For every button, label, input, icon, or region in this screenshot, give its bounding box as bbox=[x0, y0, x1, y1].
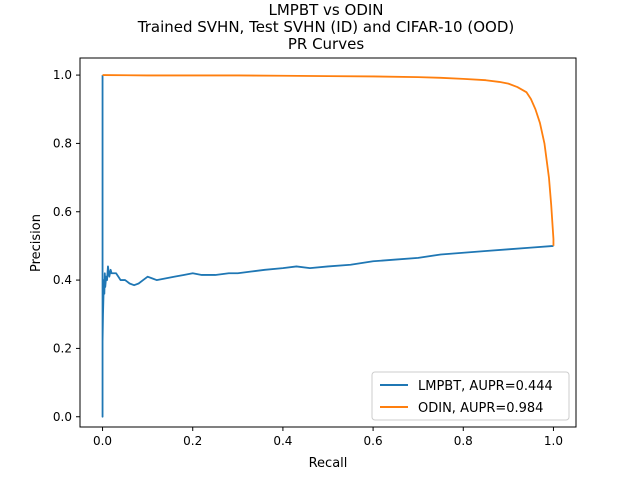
x-tick-label: 0.0 bbox=[93, 434, 112, 448]
chart-title-line-1: LMPBT vs ODIN bbox=[268, 1, 383, 19]
x-tick-label: 0.6 bbox=[364, 434, 383, 448]
series-layer bbox=[101, 74, 555, 418]
x-tick-label: 0.2 bbox=[183, 434, 202, 448]
legend-box bbox=[371, 371, 570, 421]
plot-area-frame bbox=[79, 57, 577, 428]
y-tick-label: 0.4 bbox=[53, 273, 72, 287]
chart-title-line-2: Trained SVHN, Test SVHN (ID) and CIFAR-1… bbox=[137, 18, 514, 36]
legend-label-lmpbt: LMPBT, AUPR=0.444 bbox=[418, 379, 553, 394]
y-tick-label: 0.0 bbox=[53, 410, 72, 424]
x-axis-label: Recall bbox=[309, 456, 348, 471]
y-tick-label: 0.6 bbox=[53, 205, 72, 219]
chart-title-line-3: PR Curves bbox=[288, 35, 364, 53]
ticks-layer: 0.0 0.2 0.4 0.6 0.8 1.0 0.0 0.2 0.4 0.6 0.8 1.0 bbox=[53, 68, 563, 448]
legend: LMPBT, AUPR=0.444 ODIN, AUPR=0.984 bbox=[371, 371, 570, 421]
y-tick-label: 0.8 bbox=[53, 136, 72, 150]
y-axis-label: Precision bbox=[29, 214, 44, 272]
legend-label-odin: ODIN, AUPR=0.984 bbox=[418, 401, 543, 416]
y-tick-label: 0.2 bbox=[53, 341, 72, 355]
series-line-1 bbox=[102, 74, 555, 246]
x-tick-label: 0.4 bbox=[273, 434, 292, 448]
x-tick-label: 0.8 bbox=[454, 434, 473, 448]
x-tick-label: 1.0 bbox=[544, 434, 563, 448]
y-tick-label: 1.0 bbox=[53, 68, 72, 82]
series-line-0 bbox=[101, 75, 554, 418]
